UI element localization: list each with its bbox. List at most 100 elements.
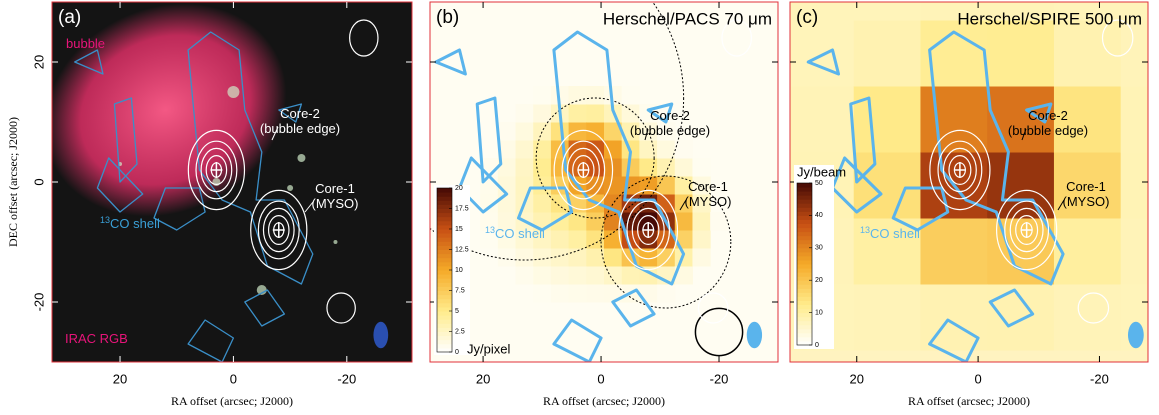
pixel [550,248,570,267]
annotation-sup: 13 [100,215,110,225]
colorbar-step [797,187,812,192]
colorbar-step [437,306,452,312]
pixel [1053,284,1122,351]
pixel [550,86,570,105]
contour [697,292,729,324]
pixel [1053,2,1122,21]
panel-label: (a) [58,7,81,28]
pixel [853,2,921,21]
annotation: Core-2 (bubble edge) [1008,108,1088,138]
pixel [1053,20,1122,87]
co-contour [928,30,1065,286]
colorbar-step [437,192,452,197]
core-contour [948,155,972,186]
pixel [692,158,711,177]
pixel [497,248,517,267]
co-contour [153,187,206,231]
colorbar-step [797,231,812,237]
pixel [533,230,552,249]
annotation: Core-2 (bubble edge) [260,106,340,136]
annotation: Core-1 (MYSO) [1063,179,1110,209]
colorbar-tick-label: 17.5 [455,205,469,212]
colorbar-step [437,249,452,255]
pixel [550,284,570,303]
pixel [497,194,517,213]
pixel [480,194,499,213]
pixel [515,140,534,159]
star [287,185,294,191]
beam [694,307,744,357]
pixel [639,140,658,159]
colorbar-step [797,259,812,265]
colorbar-step [797,211,812,216]
colorbar-tick-label: 20 [815,277,823,284]
pixel [1120,86,1148,153]
pixel [550,140,570,159]
colorbar-step [437,278,452,283]
core-contour [1015,215,1039,246]
colorbar-step [437,323,452,328]
pixel [853,218,921,285]
colorbar-step [797,191,812,196]
pixel [604,122,623,141]
panel: 20 0 -20 RA offset (arcsec; J2000) (c) Hersch… [789,1,1149,408]
colorbar-step [797,296,812,301]
pixel [853,284,921,351]
core-marker [953,162,966,178]
colorbar-step [797,235,812,241]
colorbar-step [437,245,452,250]
colorbar-step [797,280,812,285]
colorbar-tick-label: 5 [455,308,459,315]
pixel [533,284,552,303]
pixel [515,248,534,267]
core-contour [626,200,671,260]
pixel [480,212,499,231]
annotation-line: (bubble edge) [1008,123,1088,138]
colorbar-tick-label: 40 [815,212,823,219]
pixel [710,212,729,231]
colorbar-tick-label: 30 [815,245,823,252]
pixel [987,284,1055,351]
core-contour [561,140,606,200]
pixel [586,104,605,123]
colorbar-step [797,324,812,330]
co-contour [113,97,138,183]
x-tick-label: 20 [850,371,864,386]
pixel [533,176,552,195]
colorbar-step [437,265,452,271]
co-contour [552,318,603,362]
colorbar-tick-label: 7.5 [455,287,465,294]
colorbar-step [437,261,452,267]
pixel [853,20,921,87]
annotation-line: Core-1 [688,179,728,194]
colorbar-tick-label: 10 [815,309,823,316]
aperture [430,2,685,261]
annotation-line: CO shell [870,226,920,241]
colorbar-step [437,208,452,214]
pixel [920,218,988,285]
pixel [497,158,517,177]
colorbar-tick-label: 12.5 [455,246,469,253]
colorbar-step [797,300,812,305]
colorbar-step [437,233,452,238]
star [256,285,267,295]
co-contour [475,96,503,184]
pixel [533,122,552,141]
pixel [515,176,534,195]
y-tick-label: -20 [31,293,46,312]
core-contour [267,215,290,246]
co-contour [849,96,877,184]
core-marker [1020,222,1033,238]
pixel [497,230,517,249]
pixel [639,176,658,195]
leader-line [304,201,314,213]
annotation-line: (bubble edge) [260,121,340,136]
core-contour [257,200,300,260]
pixel [604,176,623,195]
colorbar-step [437,274,452,279]
pixel [1053,152,1122,219]
pixel [497,140,517,159]
co-contour [611,288,656,328]
pixel [790,20,855,87]
pixel [920,86,988,153]
